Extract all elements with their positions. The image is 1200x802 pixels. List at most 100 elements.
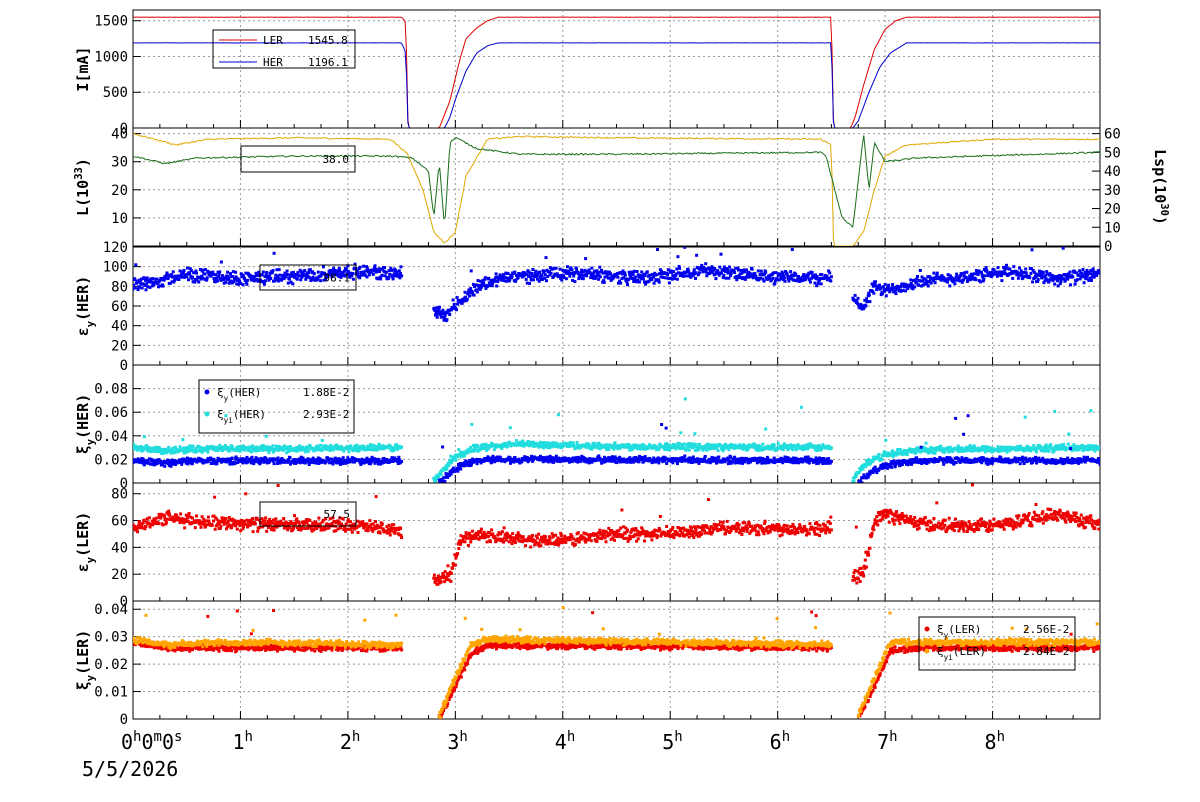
data-point	[272, 269, 275, 272]
data-point	[1035, 450, 1038, 453]
data-point	[255, 274, 258, 277]
data-point	[307, 450, 310, 453]
data-point	[616, 276, 619, 279]
data-point	[728, 266, 731, 269]
data-point	[946, 281, 949, 284]
y2-tick-label: 10	[1104, 220, 1121, 236]
data-point	[538, 271, 541, 274]
data-point	[676, 278, 679, 281]
data-point	[656, 248, 659, 251]
data-point	[1067, 443, 1070, 446]
y-axis-label: L(1033)	[73, 158, 92, 216]
data-point	[867, 476, 870, 479]
data-point	[717, 456, 720, 459]
data-point	[634, 276, 637, 279]
data-point	[206, 276, 209, 279]
data-point	[878, 453, 881, 456]
data-point	[1028, 276, 1031, 279]
data-point	[642, 277, 645, 280]
data-point	[1062, 247, 1065, 250]
data-point	[1059, 280, 1062, 283]
data-point	[227, 277, 230, 280]
data-point	[143, 435, 146, 438]
data-point	[400, 460, 403, 463]
data-point	[216, 280, 219, 283]
data-point	[644, 455, 647, 458]
data-point	[751, 268, 754, 271]
data-point	[557, 413, 560, 416]
data-point	[979, 280, 982, 283]
data-point	[656, 273, 659, 276]
data-point	[141, 287, 144, 290]
data-point	[692, 445, 695, 448]
data-point	[619, 282, 622, 285]
legend-label: LER	[263, 34, 283, 47]
y-tick-label: 0	[120, 358, 128, 374]
y2-tick-label: 20	[1104, 202, 1121, 218]
data-point	[636, 270, 639, 273]
y-tick-label: 80	[111, 279, 128, 295]
data-point	[273, 462, 276, 465]
data-point	[509, 426, 512, 429]
data-point	[473, 294, 476, 297]
data-point	[246, 279, 249, 282]
data-point	[263, 283, 266, 286]
data-point	[962, 433, 965, 436]
data-point	[982, 278, 985, 281]
y-tick-label: 0.02	[94, 452, 128, 468]
data-point	[438, 306, 441, 309]
data-point	[708, 272, 711, 275]
data-point	[692, 456, 695, 459]
data-point	[948, 284, 951, 287]
data-point	[584, 257, 587, 260]
data-point	[289, 456, 292, 459]
y-tick-label: 60	[111, 299, 128, 315]
data-point	[855, 475, 858, 478]
data-point	[694, 277, 697, 280]
data-point	[953, 282, 956, 285]
y-tick-label: 20	[111, 183, 128, 199]
y2-tick-label: 0	[1104, 239, 1112, 255]
data-point	[342, 456, 345, 459]
data-point	[764, 428, 767, 431]
data-point	[245, 283, 248, 286]
data-point	[927, 285, 930, 288]
data-point	[145, 288, 148, 291]
data-point	[827, 457, 830, 460]
data-point	[704, 262, 707, 265]
y2-tick-label: 50	[1104, 145, 1121, 161]
data-point	[676, 255, 679, 258]
data-point	[1006, 451, 1009, 454]
data-point	[967, 414, 970, 417]
data-point	[545, 279, 548, 282]
data-point	[470, 269, 473, 272]
data-point	[942, 463, 945, 466]
data-point	[737, 269, 740, 272]
data-point	[599, 275, 602, 278]
legend-value: 1545.8	[308, 34, 348, 47]
data-point	[624, 274, 627, 277]
data-point	[704, 455, 707, 458]
data-point	[633, 270, 636, 273]
data-point	[668, 281, 671, 284]
data-point	[925, 280, 928, 283]
data-point	[1007, 457, 1010, 460]
y-tick-label: 0.06	[94, 405, 128, 421]
data-point	[880, 458, 883, 461]
data-point	[997, 266, 1000, 269]
data-point	[445, 318, 448, 321]
data-point	[820, 282, 823, 285]
data-point	[455, 308, 458, 311]
data-point	[1017, 277, 1020, 280]
data-point	[440, 473, 443, 476]
data-point	[682, 275, 685, 278]
data-point	[794, 273, 797, 276]
data-point	[800, 406, 803, 409]
data-point	[568, 275, 571, 278]
data-point	[241, 283, 244, 286]
data-point	[974, 278, 977, 281]
y-axis-label: ξy(HER)	[74, 394, 97, 455]
data-point	[695, 443, 698, 446]
data-point	[590, 267, 593, 270]
data-point	[868, 294, 871, 297]
